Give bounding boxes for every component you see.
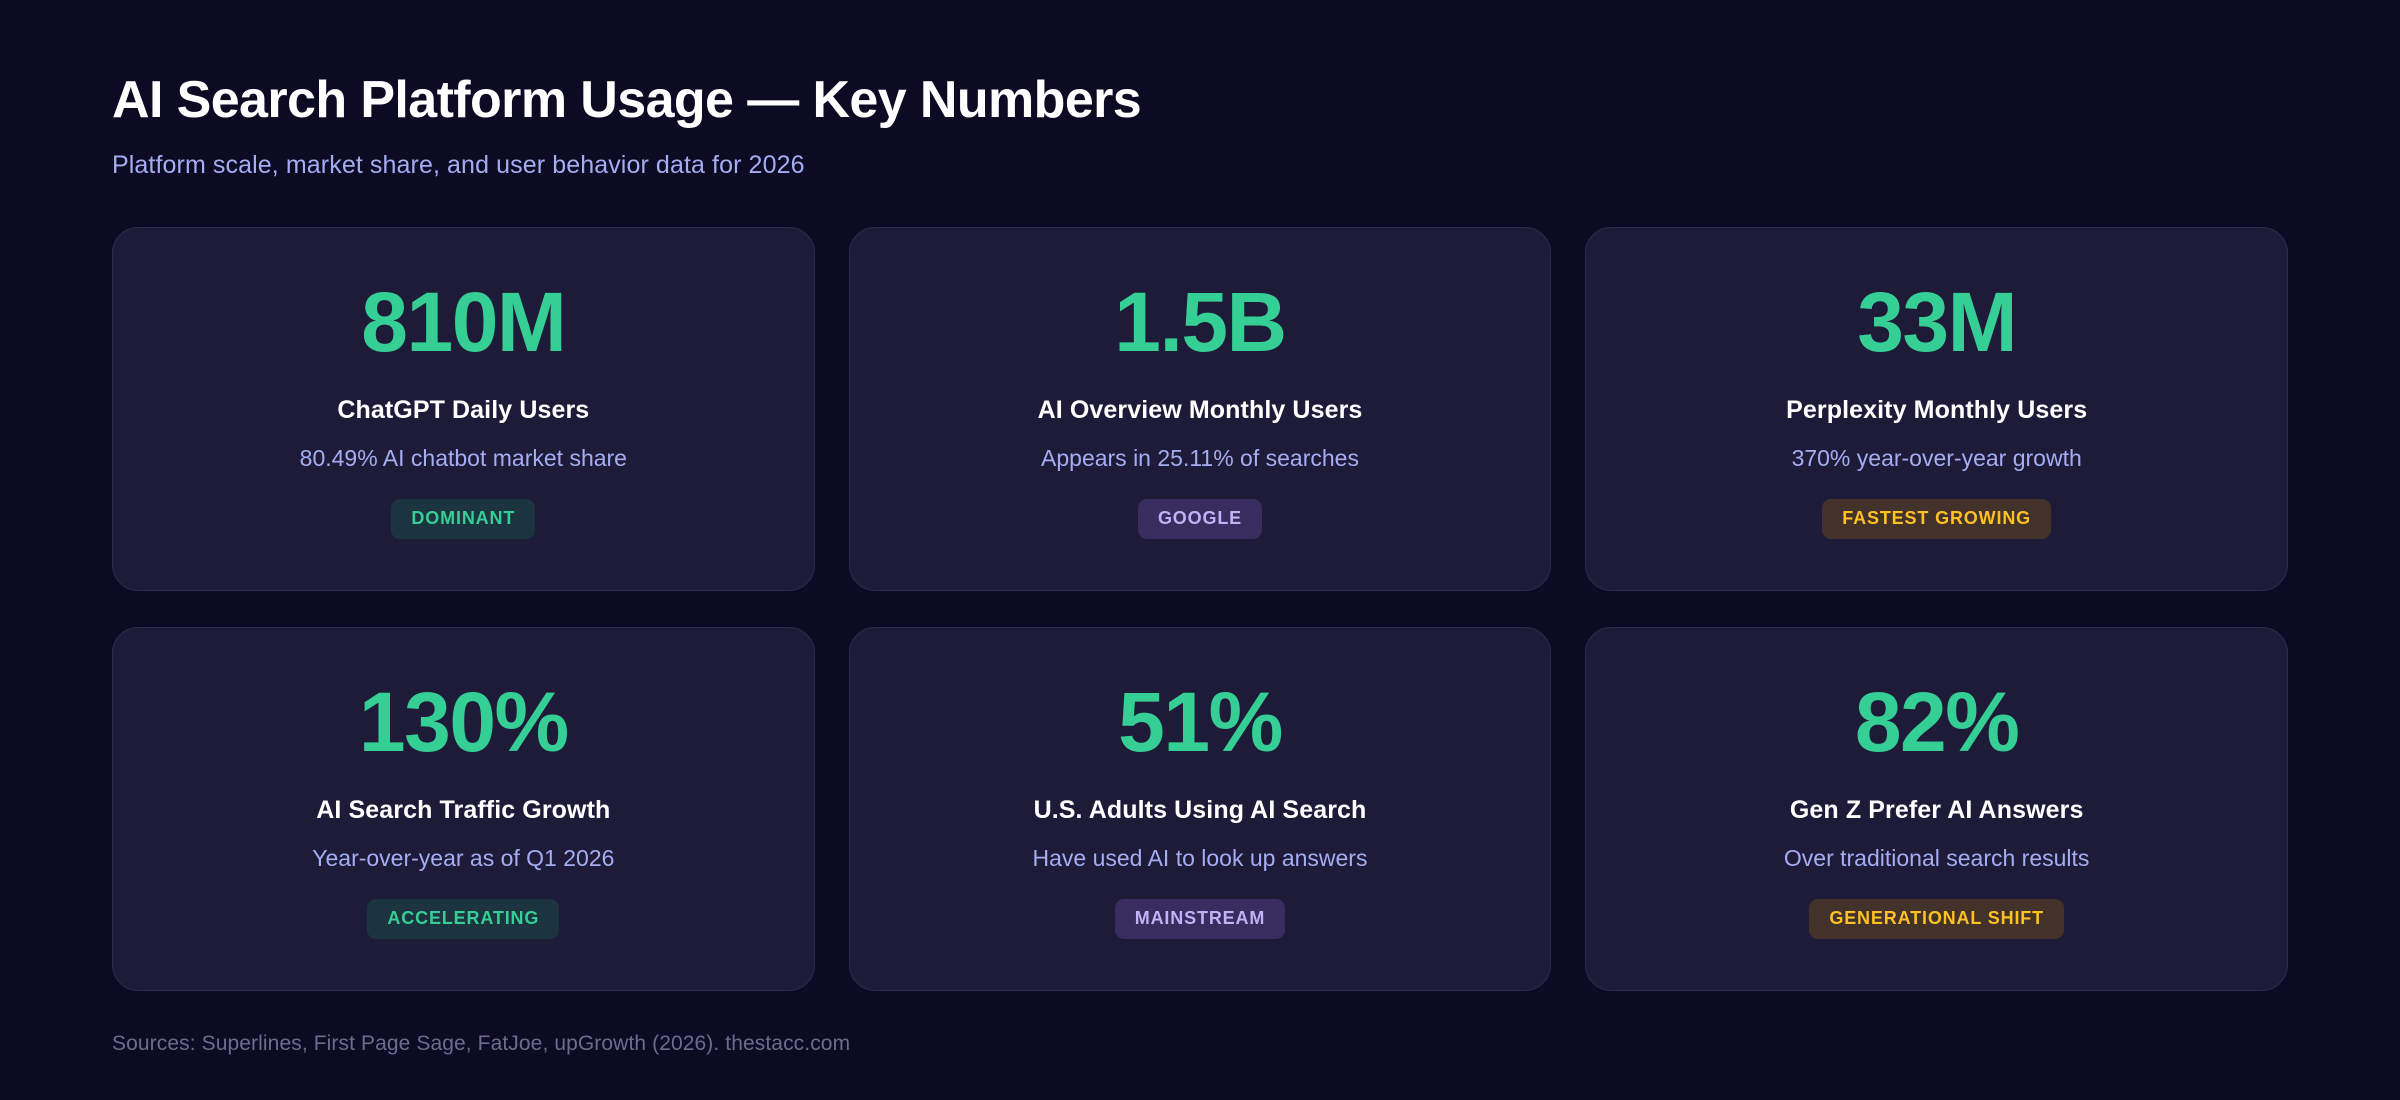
stat-value: 51% (1118, 674, 1283, 769)
stat-card: 1.5B AI Overview Monthly Users Appears i… (848, 227, 1552, 592)
stat-value: 130% (358, 674, 569, 769)
stat-label: ChatGPT Daily Users (337, 395, 590, 424)
status-badge: ACCELERATING (367, 898, 560, 939)
status-badge: MAINSTREAM (1114, 898, 1286, 939)
stat-label: AI Overview Monthly Users (1037, 395, 1363, 424)
stat-label: Perplexity Monthly Users (1786, 395, 2088, 424)
status-badge: FASTEST GROWING (1822, 498, 2052, 539)
stat-sublabel: Year-over-year as of Q1 2026 (312, 844, 615, 871)
stat-value: 810M (361, 274, 567, 369)
stat-label: Gen Z Prefer AI Answers (1789, 795, 2084, 824)
stat-value: 82% (1854, 674, 2020, 769)
page-header: AI Search Platform Usage — Key Numbers P… (112, 0, 2288, 180)
status-badge: GENERATIONAL SHIFT (1809, 898, 2064, 939)
stat-sublabel: 80.49% AI chatbot market share (299, 444, 627, 471)
sources-footer: Sources: Superlines, First Page Sage, Fa… (112, 1032, 851, 1055)
stat-card: 33M Perplexity Monthly Users 370% year-o… (1585, 227, 2288, 592)
stat-sublabel: Over traditional search results (1783, 844, 2090, 871)
stat-value: 1.5B (1114, 274, 1287, 369)
stat-card: 82% Gen Z Prefer AI Answers Over traditi… (1585, 627, 2288, 992)
stat-card: 810M ChatGPT Daily Users 80.49% AI chatb… (112, 227, 815, 592)
stat-card-grid: 810M ChatGPT Daily Users 80.49% AI chatb… (112, 227, 2288, 992)
stat-card: 51% U.S. Adults Using AI Search Have use… (848, 627, 1552, 992)
stat-sublabel: Have used AI to look up answers (1032, 844, 1368, 871)
stat-card: 130% AI Search Traffic Growth Year-over-… (112, 627, 815, 992)
stat-sublabel: Appears in 25.11% of searches (1041, 444, 1359, 471)
page-subtitle: Platform scale, market share, and user b… (112, 151, 805, 180)
stat-label: AI Search Traffic Growth (316, 795, 611, 824)
stat-label: U.S. Adults Using AI Search (1033, 795, 1367, 824)
page-title: AI Search Platform Usage — Key Numbers (112, 71, 1142, 129)
status-badge: GOOGLE (1137, 498, 1263, 539)
stat-sublabel: 370% year-over-year growth (1791, 444, 2082, 471)
status-badge: DOMINANT (391, 498, 536, 539)
stat-value: 33M (1857, 274, 2017, 369)
